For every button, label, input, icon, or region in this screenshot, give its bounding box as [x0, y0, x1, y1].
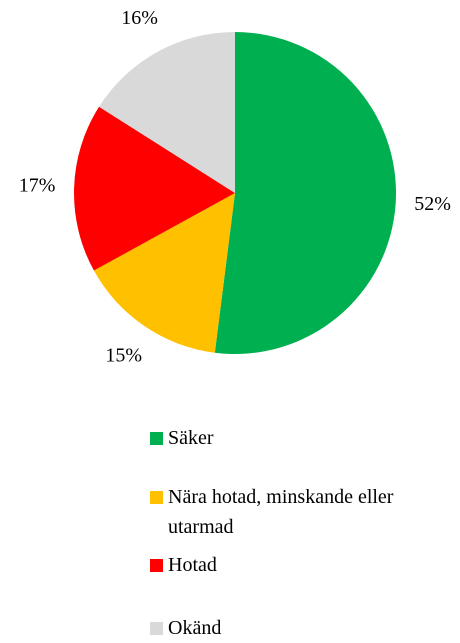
pie-slice [214, 32, 396, 354]
data-label: 15% [105, 344, 142, 366]
data-label: 52% [414, 193, 451, 215]
data-label: 17% [19, 174, 56, 196]
legend-label: Säker [168, 427, 214, 449]
legend-swatch [150, 559, 163, 572]
legend-label: Hotad [168, 554, 217, 576]
legend-swatch [150, 491, 163, 504]
legend-item: Hotad [150, 550, 435, 580]
legend-item: Nära hotad, minskande eller utarmad [150, 482, 435, 542]
legend-swatch [150, 432, 163, 445]
legend-label: Okänd [168, 617, 222, 639]
pie-slice [73, 106, 235, 271]
legend-label: Nära hotad, minskande eller utarmad [168, 486, 394, 538]
pie-slice [93, 193, 235, 353]
legend-swatch [150, 622, 163, 635]
data-label: 16% [121, 7, 158, 29]
legend-item: Säker [150, 423, 435, 453]
chart: 52% 15% 17% 16% [19, 7, 451, 366]
legend-item: Okänd [150, 613, 435, 643]
pie-slice [99, 32, 235, 193]
